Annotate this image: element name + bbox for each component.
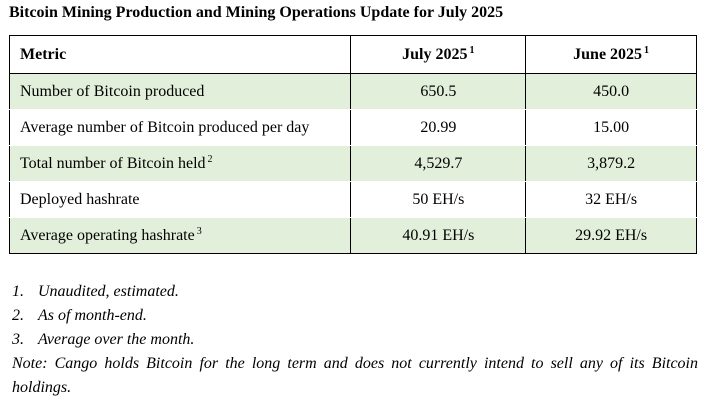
row-metric: Average operating hashrate 3 [8, 217, 352, 254]
header-july-label: July 2025 [402, 45, 468, 63]
footnote-text: Average over the month. [38, 331, 195, 348]
metrics-table: Metric July 2025 1 June 2025 1 Number of B… [8, 35, 697, 254]
footnote-text: As of month-end. [38, 307, 147, 324]
header-july-footnote-ref: 1 [469, 44, 475, 56]
footnote-item: 2. As of month-end. [12, 304, 698, 328]
row-metric-label: Average operating hashrate [20, 226, 195, 244]
row-july-value: 4,529.7 [350, 145, 527, 182]
table-row: Average operating hashrate 3 40.91 EH/s 2… [8, 217, 697, 254]
footnote-number: 2. [12, 307, 24, 324]
row-july-value: 20.99 [350, 109, 527, 146]
row-july-value: 50 EH/s [350, 181, 527, 218]
table-row: Number of Bitcoin produced 650.5 450.0 [8, 73, 697, 110]
footnote-item: 1. Unaudited, estimated. [12, 280, 698, 304]
header-july-2025: July 2025 1 [350, 35, 527, 74]
header-june-footnote-ref: 1 [644, 44, 650, 56]
row-metric-label: Average number of Bitcoin produced per d… [20, 118, 310, 136]
footnote-text: Unaudited, estimated. [38, 283, 179, 300]
row-july-value: 40.91 EH/s [350, 217, 527, 254]
row-metric: Average number of Bitcoin produced per d… [8, 109, 352, 146]
row-metric-label: Deployed hashrate [20, 190, 140, 208]
table-row: Average number of Bitcoin produced per d… [8, 109, 697, 146]
row-metric: Total number of Bitcoin held 2 [8, 145, 352, 182]
row-metric-label: Total number of Bitcoin held [20, 154, 206, 172]
header-metric: Metric [8, 35, 352, 74]
footnote-number: 1. [12, 283, 24, 300]
table-row: Total number of Bitcoin held 2 4,529.7 3,… [8, 145, 697, 182]
footnotes: 1. Unaudited, estimated. 2. As of month-en… [12, 280, 698, 400]
table-header-row: Metric July 2025 1 June 2025 1 [8, 35, 697, 74]
row-metric-label: Number of Bitcoin produced [20, 82, 205, 100]
header-june-2025: June 2025 1 [525, 35, 697, 74]
row-july-value: 650.5 [350, 73, 527, 110]
header-june-label: June 2025 [573, 45, 643, 63]
footnote-number: 3. [12, 331, 24, 348]
row-footnote-ref: 3 [196, 225, 202, 237]
table-row: Deployed hashrate 50 EH/s 32 EH/s [8, 181, 697, 218]
row-metric: Number of Bitcoin produced [8, 73, 352, 110]
row-june-value: 29.92 EH/s [525, 217, 697, 254]
row-june-value: 32 EH/s [525, 181, 697, 218]
footnote-item: 3. Average over the month. [12, 328, 698, 352]
row-metric: Deployed hashrate [8, 181, 352, 218]
row-june-value: 15.00 [525, 109, 697, 146]
row-june-value: 450.0 [525, 73, 697, 110]
holdings-note: Note: Cango holds Bitcoin for the long t… [12, 355, 698, 396]
row-footnote-ref: 2 [207, 153, 213, 165]
page-title: Bitcoin Mining Production and Mining Ope… [9, 4, 504, 21]
row-june-value: 3,879.2 [525, 145, 697, 182]
